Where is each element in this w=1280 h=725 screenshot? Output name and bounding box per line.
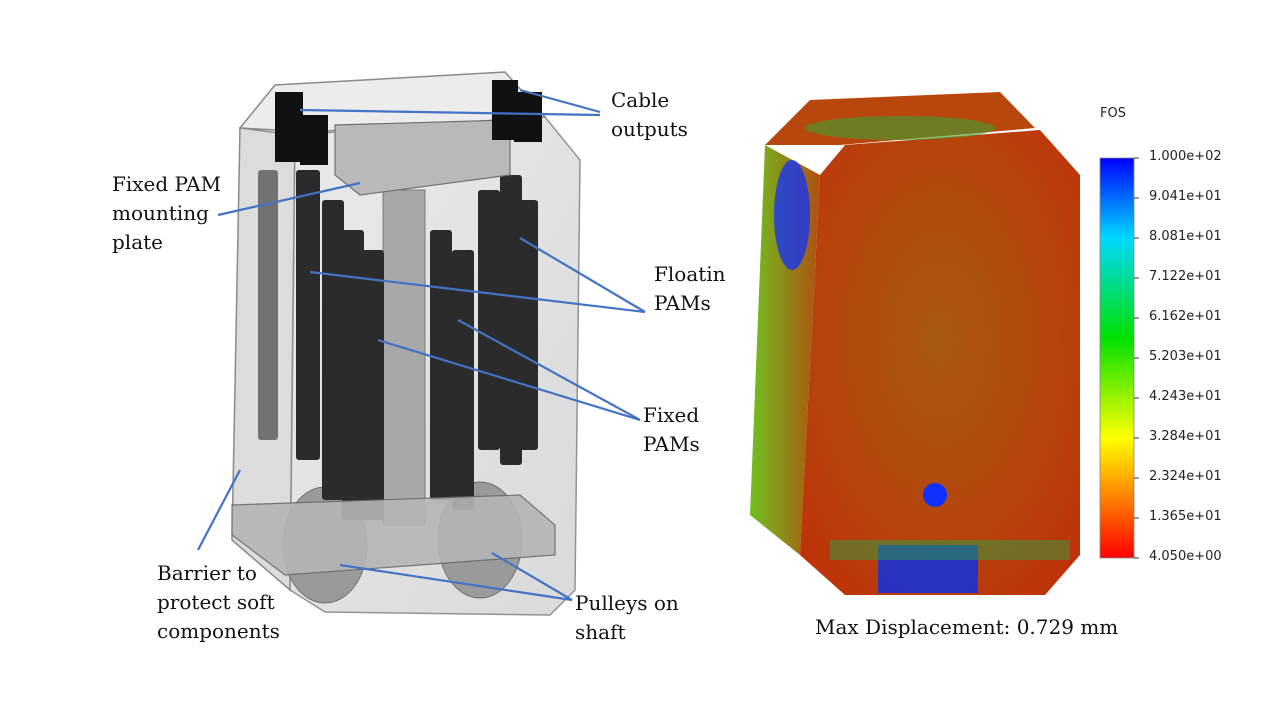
fea-model	[750, 92, 1080, 595]
fos-color-bar	[1099, 157, 1135, 559]
mounting-plate	[334, 119, 511, 196]
fos-tick-label: 8.081e+01	[1149, 229, 1222, 244]
label-barrier: Barrier to protect soft components	[157, 561, 280, 643]
fos-tick-label: 4.243e+01	[1149, 389, 1222, 404]
fos-tick-marks	[1134, 157, 1139, 559]
label-pulleys: Pulleys on shaft	[575, 591, 679, 644]
cable-output-blocks	[275, 80, 542, 165]
fos-tick-label: 5.203e+01	[1149, 349, 1222, 364]
fos-tick-label: 7.122e+01	[1149, 269, 1222, 284]
fos-tick-label: 1.365e+01	[1149, 509, 1222, 524]
center-column	[382, 189, 426, 526]
fos-high-spot-1	[774, 160, 810, 270]
fos-tick-label: 9.041e+01	[1149, 189, 1222, 204]
leader-lines	[197, 88, 646, 602]
label-cable-outputs: Cable outputs	[611, 88, 688, 141]
fos-high-spot-2	[923, 483, 947, 507]
fos-tick-label: 3.284e+01	[1149, 429, 1222, 444]
label-fixed-plate: Fixed PAM mounting plate	[112, 172, 222, 254]
fos-tick-label: 1.000e+02	[1149, 149, 1222, 164]
cad-assembly	[231, 71, 581, 616]
label-fixed-pams: Fixed PAMs	[643, 403, 700, 456]
fea-front	[800, 130, 1080, 595]
max-displacement-caption: Max Displacement: 0.729 mm	[815, 615, 1119, 639]
fos-green-bottom	[830, 540, 1070, 560]
base-plate	[231, 494, 556, 576]
label-floating-pams: Floatin PAMs	[654, 262, 726, 315]
fos-green-band	[805, 116, 995, 140]
fos-tick-label: 4.050e+00	[1149, 549, 1222, 564]
fos-legend-title: FOS	[1100, 106, 1126, 121]
fos-tick-label: 6.162e+01	[1149, 309, 1222, 324]
fos-tick-label: 2.324e+01	[1149, 469, 1222, 484]
pam-cylinders	[258, 170, 538, 520]
